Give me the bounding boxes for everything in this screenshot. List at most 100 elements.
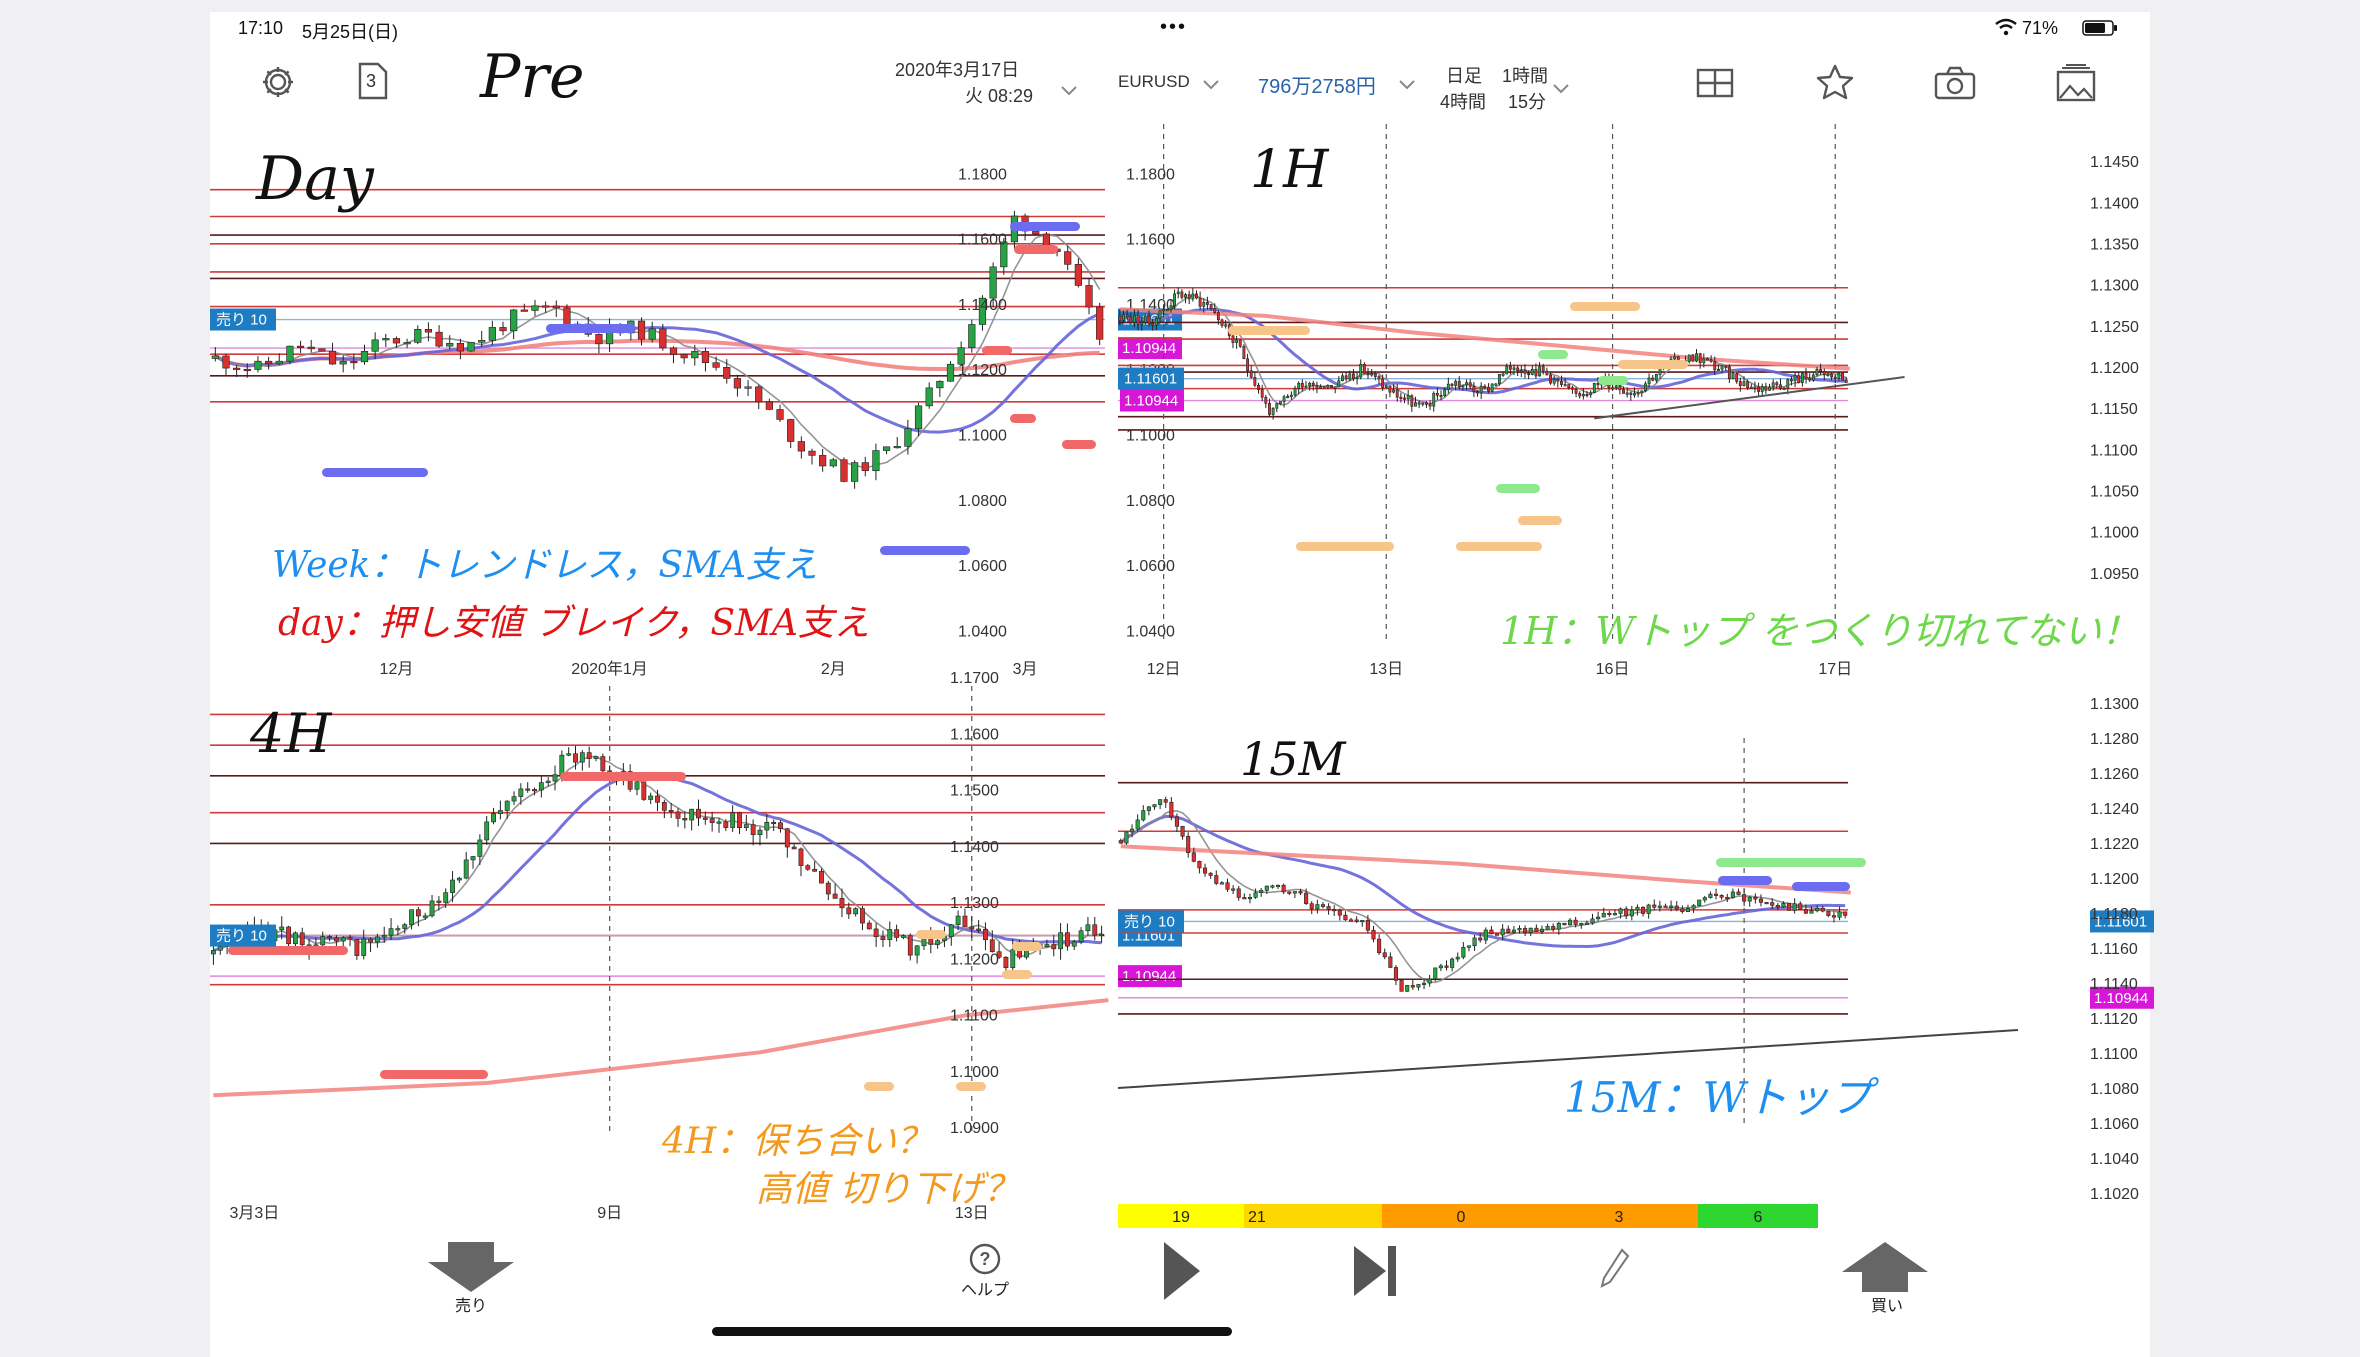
candle-body xyxy=(1202,867,1208,874)
play-icon[interactable] xyxy=(1162,1240,1202,1307)
candle-body xyxy=(1607,912,1612,916)
candle-body xyxy=(1003,956,1009,968)
y-axis-tick-label: 1.1200 xyxy=(2090,871,2139,888)
candle-body xyxy=(1476,391,1479,394)
candle-body xyxy=(907,935,913,956)
candle-body xyxy=(422,915,428,918)
day-chart-pane[interactable]: 売り 10 1.11601 1.10944 12月 2020年1月 2月 3月 1.1800 1… xyxy=(210,146,1182,678)
candle-body xyxy=(1691,354,1695,362)
candle-body xyxy=(1326,906,1331,910)
candle-body xyxy=(1663,905,1668,908)
help-icon[interactable]: ? xyxy=(968,1242,1002,1281)
m15-note: 15M：Wトップ xyxy=(1564,1073,1872,1122)
chart-date[interactable]: 2020年3月17日 xyxy=(895,60,1020,80)
candle-body xyxy=(825,882,831,895)
home-indicator[interactable] xyxy=(712,1327,1232,1336)
candle-body xyxy=(1731,373,1735,380)
candle-body xyxy=(1377,376,1381,380)
candle-body xyxy=(1143,315,1147,323)
candle-body xyxy=(1304,385,1308,388)
candle-body xyxy=(969,926,975,930)
buy-button-label[interactable]: 買い xyxy=(1870,1298,1903,1315)
buy-arrow-icon[interactable] xyxy=(1840,1240,1930,1299)
grid-icon[interactable] xyxy=(1696,68,1734,103)
star-icon[interactable] xyxy=(1816,64,1854,105)
candle-body xyxy=(210,950,216,955)
step-forward-icon[interactable] xyxy=(1352,1244,1400,1303)
marker-bar xyxy=(1518,516,1562,525)
strength-bar-segment xyxy=(1382,1204,1540,1228)
candle-body xyxy=(1332,909,1337,912)
candle-body xyxy=(1444,965,1449,968)
candle-body xyxy=(1831,915,1837,918)
strength-bar-segment xyxy=(1698,1204,1818,1228)
timeframe-4h[interactable]: 4時間 xyxy=(1440,92,1487,112)
candle-body xyxy=(1511,929,1516,933)
candle-body xyxy=(1534,368,1538,377)
h1-chart-pane[interactable]: 売り 101.116011.109441.18001.16001.14001.1… xyxy=(958,124,2150,678)
candle-body xyxy=(1494,933,1500,936)
symbol-selector[interactable]: EURUSD xyxy=(1118,72,1190,91)
h1-chart: 売り 101.116011.109441.18001.16001.14001.1… xyxy=(958,124,2139,678)
sell-button-label[interactable]: 売り xyxy=(454,1298,487,1315)
price-tag-label: 1.10944 xyxy=(2094,990,2148,1007)
chevron-down-icon[interactable] xyxy=(1398,78,1416,96)
candle-body xyxy=(1466,945,1472,948)
marker-bar xyxy=(1496,484,1540,493)
timeframe-15m[interactable]: 15分 xyxy=(1508,92,1547,112)
candle-body xyxy=(1786,379,1790,389)
candle-body xyxy=(320,936,326,946)
candle-body xyxy=(463,859,469,879)
candle-body xyxy=(1197,861,1202,869)
chevron-down-icon[interactable] xyxy=(1552,82,1570,100)
candle-body xyxy=(1268,402,1271,415)
candle-body xyxy=(1680,908,1685,912)
candle-body xyxy=(1246,358,1250,372)
camera-icon[interactable] xyxy=(1934,66,1976,105)
y-axis-tick-label: 1.0800 xyxy=(1126,493,1175,510)
sell-tag-label: 売り 10 xyxy=(1124,913,1175,930)
candle-body xyxy=(1782,387,1786,390)
layout-page-icon[interactable]: 3 xyxy=(357,62,389,105)
pencil-icon[interactable] xyxy=(1600,1248,1630,1293)
x-axis-tick-label: 12月 xyxy=(380,661,414,678)
sma-long-line xyxy=(213,998,1109,1098)
chevron-down-icon[interactable] xyxy=(1202,78,1220,96)
price-tag-label: 1.11601 xyxy=(1124,371,1177,388)
m15-chart: 売り 10 1.11601 1.10944 1.1300 1.1280 1.1260 1.1… xyxy=(950,670,2154,1228)
candle-body xyxy=(1589,392,1593,396)
y-axis-tick-label: 1.1300 xyxy=(2090,278,2139,295)
chart-time[interactable]: 火 08:29 xyxy=(965,86,1034,106)
candle-body xyxy=(1348,373,1352,380)
x-axis-tick-label: 12日 xyxy=(1147,661,1181,678)
timeframe-1h[interactable]: 1時間 xyxy=(1502,66,1549,86)
gallery-icon[interactable] xyxy=(2056,64,2096,107)
gear-icon[interactable] xyxy=(260,64,296,105)
candle-body xyxy=(1427,978,1432,984)
y-axis-tick-label: 1.1400 xyxy=(950,839,999,856)
chevron-down-icon[interactable] xyxy=(1060,84,1078,102)
m15-chart-pane[interactable]: 売り 10 1.11601 1.10944 1.1300 1.1280 1.1260 1.1… xyxy=(950,670,2154,1230)
candle-body xyxy=(1654,373,1658,381)
candle-body xyxy=(1450,383,1454,386)
candle-body xyxy=(1132,314,1136,323)
candle-body xyxy=(691,351,699,359)
candle-body xyxy=(1702,358,1706,364)
help-button-label[interactable]: ヘルプ xyxy=(960,1282,1009,1299)
y-axis-tick-label: 1.1260 xyxy=(2090,766,2139,783)
marker-bar xyxy=(1718,876,1772,885)
candle-body xyxy=(791,846,797,850)
timeframe-day[interactable]: 日足 xyxy=(1446,66,1482,86)
candle-body xyxy=(846,907,852,915)
multitask-dots-icon[interactable]: ••• xyxy=(1160,16,1188,38)
candle-body xyxy=(286,345,294,362)
account-balance[interactable]: 796万2758円 xyxy=(1258,76,1376,98)
candle-body xyxy=(1793,375,1797,382)
sell-arrow-icon[interactable] xyxy=(426,1240,516,1299)
candle-body xyxy=(680,354,688,359)
price-tag xyxy=(1120,367,1184,390)
candle-body xyxy=(1798,903,1803,910)
candle-body xyxy=(709,818,715,823)
candle-body xyxy=(1472,937,1477,947)
candle-body xyxy=(1370,373,1374,376)
